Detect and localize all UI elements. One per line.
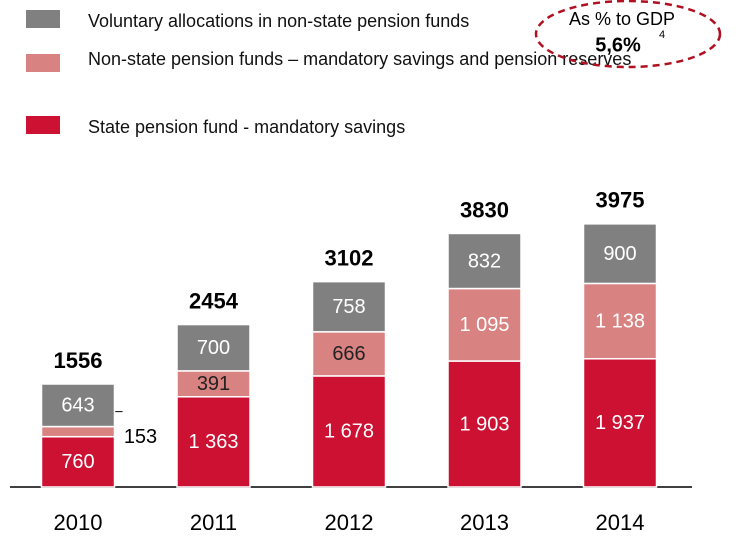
- legend-swatch: [26, 116, 60, 134]
- total-label: 3975: [596, 188, 645, 213]
- data-label: 1 937: [595, 412, 645, 434]
- bar-segment: [311, 375, 387, 488]
- data-label: 666: [332, 343, 365, 365]
- footnote: 4: [659, 29, 665, 41]
- data-label: 760: [61, 451, 94, 473]
- bar-segment: [447, 360, 522, 488]
- total-label: 3102: [325, 245, 374, 270]
- legend-label: Voluntary allocations in non-state pensi…: [88, 11, 470, 31]
- legend-label: State pension fund - mandatory savings: [88, 117, 406, 137]
- x-tick-label: 2010: [54, 510, 103, 535]
- data-label: 758: [332, 296, 365, 318]
- legend-swatch: [26, 54, 60, 72]
- data-label: 1 095: [459, 314, 509, 336]
- data-label: 391: [197, 373, 230, 395]
- data-label: 1 363: [188, 431, 238, 453]
- data-label: 643: [61, 395, 94, 417]
- bar-segment: [582, 223, 658, 285]
- bar-segment: [582, 282, 658, 360]
- data-label: 153: [124, 426, 157, 448]
- total-label: 1556: [54, 348, 103, 373]
- data-label: 1 678: [324, 421, 374, 443]
- x-tick-label: 2011: [190, 510, 237, 535]
- bar-segment: [176, 396, 251, 488]
- x-tick-label: 2013: [460, 510, 509, 535]
- callout: [534, 0, 722, 69]
- bar-segment: [447, 232, 522, 290]
- data-label: 700: [197, 337, 230, 359]
- legend-label: Non-state pension funds – mandatory savi…: [88, 49, 632, 69]
- bar-segment: [176, 323, 251, 372]
- annotation-value: 5,6%: [595, 34, 641, 56]
- total-label: 2454: [189, 288, 239, 313]
- data-label: 1 903: [459, 413, 509, 435]
- data-label: 1 138: [595, 310, 645, 332]
- bar-segment: [311, 331, 387, 377]
- bar-segment: [311, 280, 387, 333]
- x-tick-label: 2014: [596, 510, 645, 535]
- data-label: 900: [603, 243, 636, 265]
- total-label: 3830: [460, 197, 509, 222]
- bar-segment: [40, 383, 116, 428]
- bar-segment: [447, 287, 522, 362]
- bar-segment: [40, 435, 116, 488]
- x-tick-label: 2012: [325, 510, 374, 535]
- bar-segment: [40, 425, 116, 438]
- data-label: 832: [468, 250, 501, 272]
- annotation-text: As % to GDP: [569, 9, 675, 29]
- legend-swatch: [26, 10, 60, 28]
